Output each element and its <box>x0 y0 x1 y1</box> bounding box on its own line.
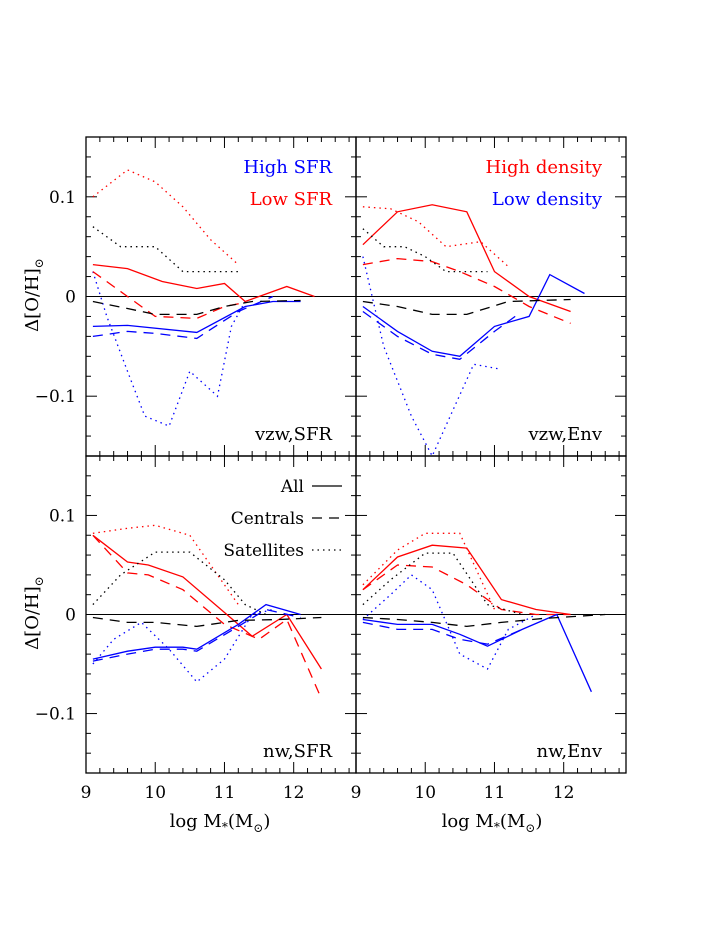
legend-entry: Centrals <box>231 509 304 529</box>
series-black-centrals <box>92 616 322 628</box>
series-black-satellites <box>362 552 523 616</box>
series-blue-centrals <box>92 295 274 340</box>
series-blue-all <box>362 613 592 693</box>
x-tick-label: 10 <box>144 783 166 803</box>
x-tick-label: 9 <box>81 783 92 803</box>
series-black-centrals <box>92 299 301 316</box>
x-axis-label-right: log M*(M⊙) <box>442 811 543 835</box>
series-black-satellites <box>362 228 488 273</box>
series-blue-centrals <box>92 608 301 662</box>
panel-label: nw,Env <box>537 741 603 762</box>
panel-nw-sfr: 0.1 0 −0.1 9 10 11 12 nw,SFR All Centrals Satellit… <box>35 455 357 803</box>
series-black-satellites <box>92 551 267 616</box>
x-tick-label: 12 <box>283 783 305 803</box>
y-axis-label-top: Δ[O/H]⊙ <box>22 258 46 332</box>
series-blue-centrals <box>362 310 516 360</box>
axis-labels: Δ[O/H]⊙ Δ[O/H]⊙ log M*(M⊙) log M*(M⊙) <box>22 258 542 835</box>
series-blue-satellites <box>92 608 274 683</box>
x-tick-label: 12 <box>553 783 575 803</box>
series-red-satellites <box>92 524 239 605</box>
legend-entry: Satellites <box>223 541 304 561</box>
legend-entry: All <box>280 477 304 497</box>
y-tick-label: 0 <box>65 606 76 626</box>
panel-vzw-sfr: 0.1 0 −0.1 vzw,SFR High SFR Low SFR <box>35 136 357 457</box>
panels: 0.1 0 −0.1 vzw,SFR High SFR Low SFR vzw,Env Hig… <box>35 136 627 803</box>
x-tick-label: 11 <box>214 783 236 803</box>
series-red-all <box>92 263 315 303</box>
y-tick-label: −0.1 <box>35 387 76 407</box>
series-red-satellites <box>362 532 496 610</box>
y-axis-label-bottom: Δ[O/H]⊙ <box>22 576 46 650</box>
series-red-centrals <box>362 564 571 616</box>
panel-label: vzw,SFR <box>254 424 332 445</box>
y-tick-label: 0.1 <box>49 506 76 526</box>
legend-entry: High density <box>486 157 603 178</box>
panel-label: vzw,Env <box>527 424 602 445</box>
series-blue-all <box>92 300 301 334</box>
y-tick-label: 0 <box>65 288 76 308</box>
x-tick-label: 9 <box>351 783 362 803</box>
legend-entry: Low density <box>492 189 603 210</box>
panel-vzw-env: vzw,Env High density Low density <box>355 136 627 458</box>
y-tick-label: 0.1 <box>49 188 76 208</box>
x-tick-label: 10 <box>414 783 436 803</box>
series-red-centrals <box>92 534 322 699</box>
legend-entry: High SFR <box>243 157 332 178</box>
series-blue-satellites <box>362 574 537 670</box>
series-blue-satellites <box>92 271 246 427</box>
panel-nw-env: 9 10 11 12 nw,Env <box>351 455 627 803</box>
series-blue-all <box>362 273 585 357</box>
series-black-centrals <box>362 613 606 628</box>
x-axis-label-left: log M*(M⊙) <box>170 811 271 835</box>
series-red-centrals <box>362 257 571 325</box>
series-black-satellites <box>92 226 239 273</box>
series-red-all <box>362 544 571 616</box>
series-blue-all <box>92 603 301 660</box>
y-tick-label: −0.1 <box>35 705 76 725</box>
series-red-centrals <box>92 271 246 320</box>
panel-label: nw,SFR <box>263 741 332 762</box>
x-tick-label: 11 <box>484 783 506 803</box>
series-red-all <box>92 534 322 670</box>
series-red-satellites <box>362 206 509 268</box>
series-red-satellites <box>92 169 239 266</box>
series-red-all <box>362 204 571 313</box>
legend-entry: Low SFR <box>250 189 333 210</box>
series-blue-satellites <box>362 256 502 458</box>
series-black-centrals <box>362 298 571 316</box>
